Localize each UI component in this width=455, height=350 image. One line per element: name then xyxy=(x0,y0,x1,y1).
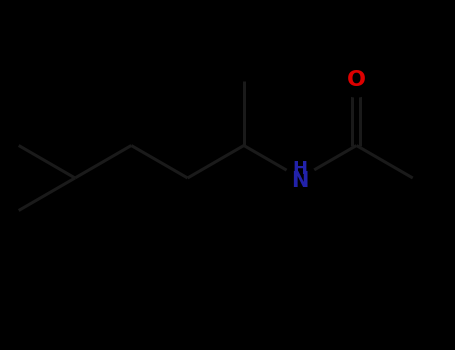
Point xyxy=(353,78,360,83)
Point xyxy=(297,175,304,181)
Text: O: O xyxy=(347,70,366,91)
Text: N: N xyxy=(292,171,309,191)
Text: H: H xyxy=(293,160,308,178)
